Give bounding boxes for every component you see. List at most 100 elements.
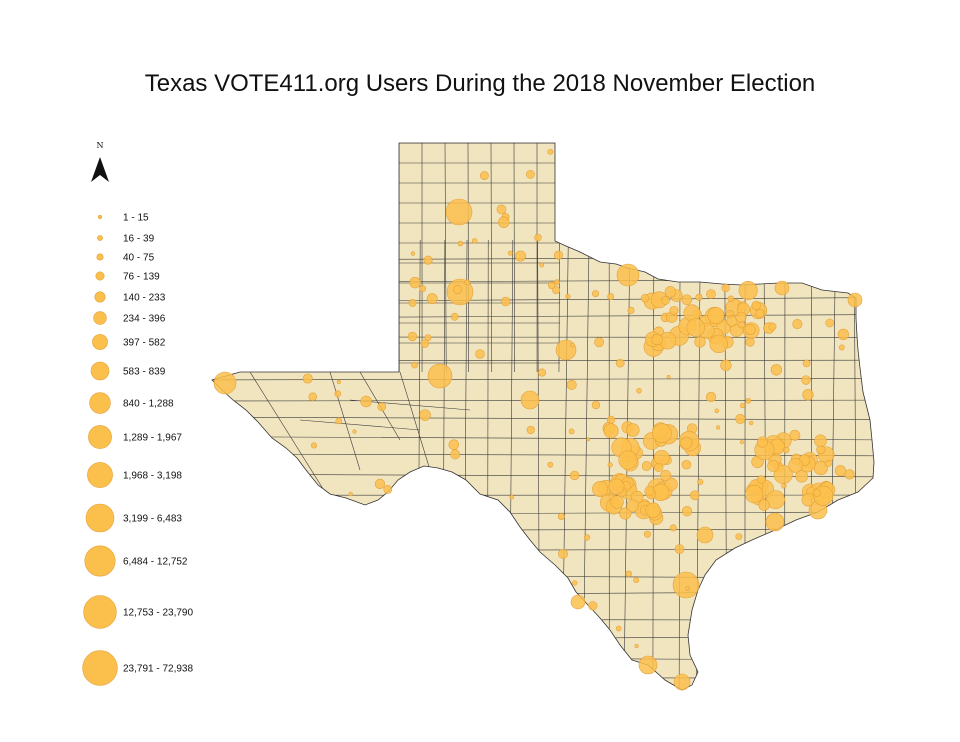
county-bubble bbox=[802, 389, 814, 401]
county-line bbox=[212, 378, 874, 381]
county-bubble bbox=[685, 586, 691, 591]
county-bubble bbox=[681, 294, 693, 306]
county-bubble bbox=[774, 280, 790, 296]
county-bubble bbox=[735, 533, 743, 540]
county-bubble bbox=[570, 342, 575, 348]
legend-label: 16 - 39 bbox=[123, 234, 155, 245]
county-bubble bbox=[592, 480, 609, 498]
county-bubble bbox=[464, 279, 471, 286]
county-bubble bbox=[558, 548, 568, 559]
county-bubble bbox=[680, 436, 693, 449]
county-bubble bbox=[334, 390, 342, 398]
county-bubble bbox=[520, 390, 540, 410]
legend-symbol bbox=[93, 311, 107, 325]
county-bubble bbox=[407, 331, 418, 342]
county-bubble bbox=[735, 311, 747, 323]
county-bubble bbox=[607, 293, 615, 301]
north-arrow-label: N bbox=[97, 141, 104, 150]
county-bubble bbox=[834, 465, 847, 477]
county-bubble bbox=[408, 298, 417, 307]
county-bubble bbox=[619, 507, 632, 520]
legend-symbol bbox=[89, 392, 111, 414]
county-bubble bbox=[448, 439, 460, 450]
county-line bbox=[678, 239, 681, 690]
county-bubble bbox=[716, 425, 721, 430]
county-bubble bbox=[664, 286, 677, 298]
county-bubble bbox=[427, 363, 453, 389]
county-bubble bbox=[423, 255, 433, 265]
county-line bbox=[212, 416, 874, 421]
county-user-bubbles bbox=[213, 148, 863, 691]
county-line bbox=[249, 371, 331, 501]
county-bubble bbox=[526, 425, 535, 435]
legend-label: 6,484 - 12,752 bbox=[123, 557, 188, 568]
county-bubble bbox=[847, 292, 863, 308]
county-bubble bbox=[697, 478, 704, 485]
legend-label: 1,968 - 3,198 bbox=[123, 471, 182, 482]
county-bubble bbox=[707, 307, 725, 325]
legend-symbol bbox=[88, 425, 112, 449]
county-bubble bbox=[781, 483, 787, 489]
county-bubble bbox=[452, 284, 463, 294]
county-bubble bbox=[547, 461, 554, 468]
county-bubble bbox=[824, 459, 832, 468]
county-bubble bbox=[801, 375, 811, 385]
county-bubble bbox=[626, 423, 640, 437]
county-bubble bbox=[673, 673, 691, 691]
county-bubble bbox=[770, 364, 783, 376]
county-bubble bbox=[641, 461, 652, 471]
county-line bbox=[212, 656, 874, 661]
legend-label: 40 - 75 bbox=[123, 253, 155, 264]
county-bubble bbox=[475, 349, 485, 359]
county-bubble bbox=[744, 323, 756, 336]
county-bubble bbox=[450, 312, 459, 321]
county-bubble bbox=[420, 339, 430, 348]
county-bubble bbox=[419, 409, 431, 421]
county-bubble bbox=[654, 462, 664, 473]
legend-label: 234 - 396 bbox=[123, 314, 166, 325]
county-bubble bbox=[515, 250, 526, 262]
county-line bbox=[467, 143, 469, 373]
county-bubble bbox=[383, 485, 393, 494]
county-bubble bbox=[837, 328, 849, 340]
county-line bbox=[212, 473, 874, 478]
county-bubble bbox=[608, 478, 625, 495]
county-bubble bbox=[308, 392, 318, 401]
legend-symbol bbox=[87, 462, 113, 488]
county-bubble bbox=[720, 359, 732, 371]
county-bubble bbox=[583, 534, 591, 541]
county-bubble bbox=[607, 462, 613, 468]
legend-label: 140 - 233 bbox=[123, 293, 166, 304]
county-bubble bbox=[569, 470, 580, 481]
county-bubble bbox=[745, 337, 755, 347]
legend-label: 23,791 - 72,938 bbox=[123, 664, 193, 675]
legend-label: 12,753 - 23,790 bbox=[123, 608, 193, 619]
county-bubble bbox=[739, 440, 744, 445]
county-bubble bbox=[767, 459, 780, 472]
county-bubble bbox=[539, 262, 545, 268]
county-bubble bbox=[634, 643, 639, 649]
county-bubble bbox=[672, 571, 700, 599]
county-bubble bbox=[686, 318, 705, 337]
legend-label: 397 - 582 bbox=[123, 338, 166, 349]
county-bubble bbox=[377, 402, 387, 412]
county-bubble bbox=[757, 475, 766, 484]
county-bubble bbox=[591, 400, 601, 410]
county-bubble bbox=[735, 413, 746, 424]
county-bubble bbox=[738, 281, 758, 301]
county-bubble bbox=[765, 512, 785, 532]
county-bubble bbox=[445, 198, 473, 226]
legend-symbol bbox=[94, 291, 106, 303]
county-bubble bbox=[674, 544, 685, 554]
county-bubble bbox=[538, 368, 547, 377]
legend-symbol bbox=[92, 334, 108, 350]
county-line bbox=[299, 419, 421, 431]
county-bubble bbox=[310, 442, 318, 449]
map-title: Texas VOTE411.org Users During the 2018 … bbox=[144, 70, 816, 97]
county-bubble bbox=[638, 655, 658, 675]
county-bubble bbox=[640, 294, 650, 303]
county-bubble bbox=[213, 371, 237, 395]
legend-label: 76 - 139 bbox=[123, 272, 160, 283]
county-bubble bbox=[709, 334, 728, 354]
county-bubble bbox=[661, 296, 670, 305]
